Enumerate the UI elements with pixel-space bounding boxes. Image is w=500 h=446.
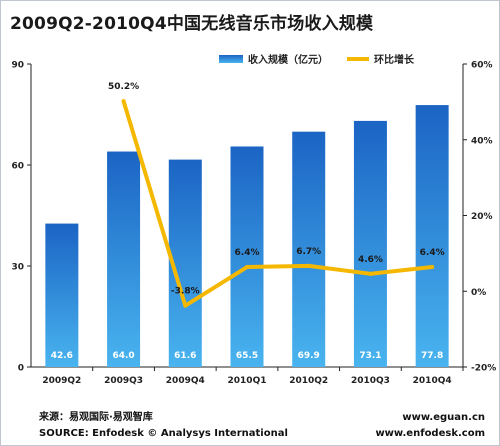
growth-point <box>430 265 435 270</box>
legend-bar-swatch <box>219 55 243 63</box>
bar-value-label: 42.6 <box>51 351 73 361</box>
bar <box>353 120 387 367</box>
bar-value-label: 69.9 <box>298 351 320 361</box>
bar-value-label: 73.1 <box>359 351 381 361</box>
url-enfodesk: www.enfodesk.com <box>375 428 485 439</box>
x-tick-label: 2009Q3 <box>104 376 143 386</box>
growth-label: 4.6% <box>358 255 383 265</box>
growth-line <box>121 99 435 308</box>
bar <box>415 105 449 367</box>
growth-label: 6.7% <box>296 247 321 257</box>
x-tick-label: 2009Q2 <box>42 376 81 386</box>
left-tick-label: 60 <box>11 162 24 172</box>
chart-title: 2009Q2-2010Q4中国无线音乐市场收入规模 <box>10 14 374 34</box>
growth-point <box>183 303 188 308</box>
bar <box>45 223 79 367</box>
legend-bar-label: 收入规模（亿元） <box>248 53 328 66</box>
legend-line-label: 环比增长 <box>374 53 415 66</box>
x-tick-label: 2010Q4 <box>413 376 452 386</box>
bar <box>292 131 326 367</box>
x-tick-label: 2010Q3 <box>351 376 390 386</box>
growth-label: 6.4% <box>420 248 445 258</box>
x-tick-label: 2010Q2 <box>289 376 328 386</box>
right-tick-label: 40% <box>471 136 493 146</box>
bar-value-label: 64.0 <box>112 351 134 361</box>
url-note: www.eguan.cn www.enfodesk.com <box>375 410 485 442</box>
source-en: SOURCE: Enfodesk © Analysys Internationa… <box>39 428 288 439</box>
bar <box>230 146 264 367</box>
bar-value-label: 77.8 <box>421 351 443 361</box>
left-tick-label: 0 <box>18 364 24 374</box>
x-tick-label: 2009Q4 <box>166 376 205 386</box>
bar <box>107 151 141 367</box>
bar-value-label: 65.5 <box>236 351 258 361</box>
growth-point <box>245 265 249 270</box>
chart-plot: 0 30 60 90 -20% 0% 20% 40% 60% 42.6 2009Q2 64.0 2009… <box>11 53 496 386</box>
source-note: 来源：易观国际·易观智库 SOURCE: Enfodesk © Analysys… <box>39 410 288 442</box>
bar-value-label: 61.6 <box>174 351 196 361</box>
right-tick-label: 60% <box>471 61 493 71</box>
growth-label: 50.2% <box>108 82 139 92</box>
growth-label: 6.4% <box>235 248 260 258</box>
growth-point <box>121 99 126 104</box>
right-tick-label: 0% <box>471 288 486 298</box>
left-tick-label: 90 <box>11 61 24 71</box>
right-tick-label: -20% <box>471 364 496 374</box>
x-tick-label: 2010Q1 <box>228 376 267 386</box>
right-tick-label: 20% <box>471 212 493 222</box>
growth-point <box>306 263 311 268</box>
source-cn: 来源：易观国际·易观智库 <box>39 412 153 423</box>
growth-point <box>368 271 373 276</box>
left-tick-label: 30 <box>11 263 24 273</box>
url-eguan: www.eguan.cn <box>402 412 485 423</box>
growth-label: -3.8% <box>171 287 200 297</box>
